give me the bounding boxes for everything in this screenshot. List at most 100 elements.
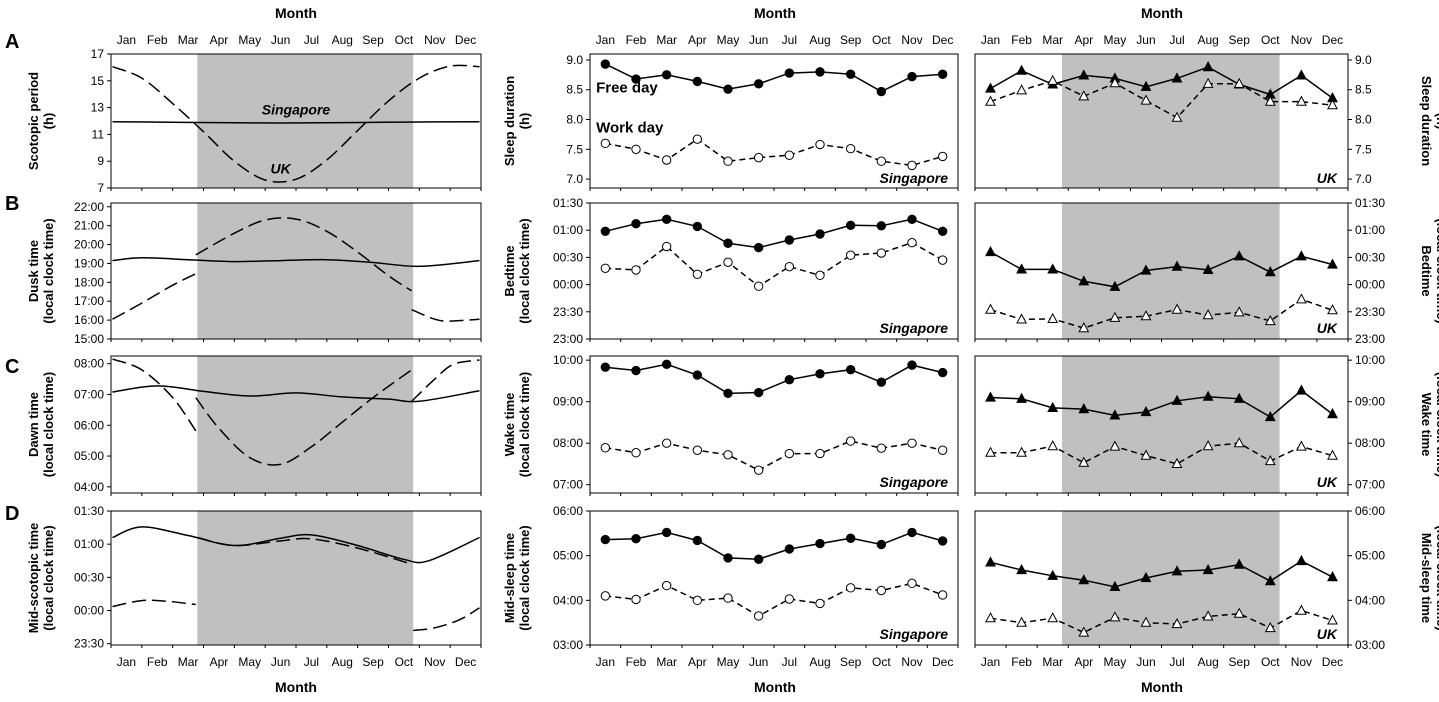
axis-titles: Month Month Month Month Month Month [275,5,1183,695]
series-work-day-point [1295,293,1307,304]
series-free-day-point [631,74,641,84]
series-free-day-point [1295,250,1307,261]
series-free-day-line [990,251,1333,288]
panel-c-photoperiod: 04:00 05:00 06:00 07:00 08:00 Dawn time (local… [26,355,482,496]
y-axis-label: (local clock time) [517,525,532,630]
x-tick-label: Dec [455,33,476,47]
x-tick-label: Apr [688,33,707,47]
row-label-d: D [5,503,19,525]
y-tick-label: 16:00 [74,313,104,327]
y-tick-label: 23:00 [553,332,583,346]
series-work-day-point [1171,303,1183,314]
y-tick-label: 00:00 [74,604,104,618]
series-work-day-point [815,598,825,609]
series-free-day-point [907,360,917,370]
series-free-day-point [753,554,764,564]
series-work-day-point [1047,312,1059,323]
series-free-day-point [1264,575,1276,586]
series-free-day-point [784,235,795,245]
x-tick-label: May [1104,33,1127,47]
x-tick-label: Nov [1291,33,1312,47]
series-free-day-point [1233,558,1245,569]
x-tick-label: Oct [395,655,414,669]
series-work-day-point [876,156,887,166]
series-work-day-point [1109,440,1121,451]
y-axis-label: (local clock time) [41,218,56,323]
y-tick-label: 04:00 [1355,593,1385,607]
series-work-day-point [1109,611,1121,622]
series-singapore-line [112,257,480,268]
y-tick-label: 01:00 [1355,223,1385,237]
series-free-day-point [845,365,856,375]
series-work-day-point [1327,614,1338,625]
y-axis-label: Mid-sleep time [502,533,517,623]
series-work-day-point [1140,616,1152,627]
series-free-day-point [1047,569,1059,580]
series-uk-line [112,273,197,320]
series-work-day-point [815,139,825,150]
y-tick-label: 05:00 [74,449,104,463]
shaded-period [197,356,414,493]
series-free-day-point [1078,574,1090,585]
series-free-day-point [815,369,825,379]
x-tick-label: Dec [932,655,953,669]
y-tick-label: 15:00 [74,332,104,346]
y-axis-label: (local clock time) [1434,525,1439,630]
y-tick-label: 11 [92,127,105,141]
x-tick-label: May [1104,655,1127,669]
series-free-day-point [723,388,733,399]
shaded-period [197,203,414,339]
series-free-day-line [990,389,1333,418]
series-free-day-point [600,226,611,236]
series-free-day-point [907,214,917,225]
series-free-day-point [1171,72,1183,83]
y-tick-label: 00:00 [553,278,583,292]
x-tick-label: Sep [1229,655,1251,669]
x-tick-label: Aug [332,33,353,47]
y-tick-label: 01:30 [1355,196,1385,210]
series-free-day-point [1109,580,1121,591]
y-axis-label: (local clock time) [517,218,532,323]
y-tick-label: 17:00 [74,294,104,308]
series-work-day-point [661,580,672,591]
series-free-day-point [1327,408,1338,419]
y-tick-label: 01:00 [553,223,583,237]
series-free-day-point [815,67,825,77]
series-free-day-point [1140,405,1152,417]
series-free-day-point [1047,401,1059,412]
series-work-day-point [985,303,996,314]
y-tick-label: 01:30 [553,196,583,210]
series-free-day-point [1016,563,1028,575]
series-work-day-point [1016,313,1028,324]
y-tick-label: 8.0 [566,113,583,127]
y-axis-label: Bedtime [1419,245,1434,296]
series-work-day-point [1016,616,1028,627]
x-tick-label: Sep [362,655,384,669]
series-free-day-point [1233,392,1245,403]
series-free-day-point [937,367,948,378]
series-uk-line [413,607,480,632]
series-free-day-point [692,76,703,87]
series-work-day-point [1264,314,1276,326]
x-tick-label: Jan [981,655,1000,669]
y-tick-label: 06:00 [74,418,104,432]
series-work-day-point [1327,99,1338,110]
series-free-day-point [1171,394,1183,405]
series-free-day-point [876,86,887,97]
series-free-day-point [845,533,856,543]
x-tick-label: Jan [981,33,1000,47]
series-free-day-point [631,218,641,229]
y-tick-label: 13 [91,101,105,115]
series-work-day-point [1016,446,1028,457]
series-singapore-line [112,526,480,564]
series-work-day-point [1171,617,1183,629]
series-work-day-point [631,265,641,275]
series-work-day-point [985,612,996,623]
y-tick-label: 8.5 [1355,83,1372,97]
y-tick-label: 8.5 [566,83,583,97]
y-tick-label: 7.5 [1355,142,1372,156]
series-free-day-point [692,221,703,232]
x-tick-label: Apr [688,655,707,669]
x-tick-label: Apr [1074,33,1093,47]
panel-d-singapore: 03:00 04:00 05:00 06:00 Mid-sleep time (local… [502,504,959,669]
